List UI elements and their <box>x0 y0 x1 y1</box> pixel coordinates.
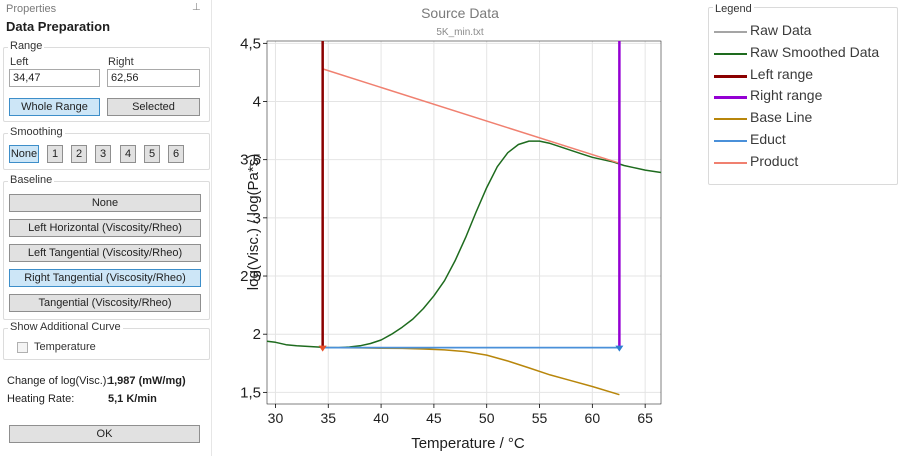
legend-swatch <box>714 96 747 100</box>
change-label: Change of log(Visc.): <box>7 375 110 387</box>
y-tick-label: 3,5 <box>240 152 261 169</box>
right-label: Right <box>108 56 134 68</box>
legend-label: Product <box>750 152 799 169</box>
x-tick-label: 65 <box>637 410 653 426</box>
legend-label: Raw Data <box>750 22 812 38</box>
x-tick-label: 40 <box>373 410 389 426</box>
legend-item-raw-data[interactable]: Raw Data <box>709 22 897 42</box>
smoothing-option-5[interactable]: 5 <box>144 145 160 163</box>
source-data-chart[interactable]: Source Data 5K_min.txt log(Visc.) / log(… <box>212 0 702 456</box>
legend-item-raw-smoothed-data[interactable]: Raw Smoothed Data <box>709 44 897 64</box>
legend-item-product[interactable]: Product <box>709 153 897 173</box>
legend-swatch <box>714 31 747 33</box>
plot-area[interactable] <box>266 40 662 405</box>
legend-label: Educt <box>750 131 786 147</box>
temperature-checkbox[interactable] <box>17 342 28 353</box>
pin-icon[interactable]: ⊥ <box>192 2 201 13</box>
smoothing-group: Smoothing None 1 2 3 4 5 6 <box>3 126 210 170</box>
smoothing-option-3[interactable]: 3 <box>95 145 111 163</box>
x-tick-label: 50 <box>479 410 495 426</box>
x-tick-label: 55 <box>532 410 548 426</box>
legend-label: Right range <box>750 87 823 104</box>
y-axis-label: log(Visc.) / log(Pa*s) <box>245 154 262 290</box>
chart-subtitle: 5K_min.txt <box>436 27 483 38</box>
smoothing-option-1[interactable]: 1 <box>47 145 63 163</box>
ticks: 30 35 40 45 50 55 60 65 1,5 2 2,5 3 3,5 4 4,5 <box>240 35 653 426</box>
legend-swatch <box>714 52 747 55</box>
heating-rate-value: 5,1 K/min <box>108 393 157 405</box>
baseline-group: Baseline None Left Horizontal (Viscosity… <box>3 174 210 320</box>
chart-title: Source Data <box>421 5 499 21</box>
range-group-label: Range <box>8 40 45 52</box>
legend-swatch <box>714 140 747 142</box>
legend-label: Left range <box>750 65 814 82</box>
heating-rate-label: Heating Rate: <box>7 393 75 405</box>
baseline-group-label: Baseline <box>8 174 55 186</box>
baseline-option-left-tangential[interactable]: Left Tangential (Viscosity/Rheo) <box>9 244 201 262</box>
change-value: 1,987 (mW/mg) <box>108 375 186 387</box>
x-tick-label: 35 <box>320 410 336 426</box>
properties-panel: Properties ⊥ Data Preparation Range Left… <box>0 0 212 456</box>
legend-item-left-range[interactable]: Left range <box>709 66 897 86</box>
legend-item-educt[interactable]: Educt <box>709 131 897 151</box>
x-tick-label: 60 <box>585 410 601 426</box>
y-tick-label: 4,5 <box>240 35 261 52</box>
baseline-option-none[interactable]: None <box>9 194 201 212</box>
panel-caption: Properties <box>6 3 57 15</box>
legend-caption: Legend <box>713 3 754 15</box>
smoothing-option-4[interactable]: 4 <box>120 145 136 163</box>
x-axis-label: Temperature / °C <box>411 435 525 452</box>
legend-item-right-range[interactable]: Right range <box>709 87 897 107</box>
x-tick-label: 45 <box>426 410 442 426</box>
series-base-line <box>322 346 620 396</box>
panel-title: Data Preparation <box>6 19 111 34</box>
series <box>266 41 662 396</box>
left-label: Left <box>10 56 29 68</box>
legend-swatch <box>714 161 747 164</box>
baseline-option-left-horizontal[interactable]: Left Horizontal (Viscosity/Rheo) <box>9 219 201 237</box>
right-range-input[interactable] <box>107 69 200 87</box>
temperature-label: Temperature <box>34 341 96 353</box>
series-raw-smoothed-data <box>266 140 662 349</box>
additional-curve-group: Show Additional Curve Temperature <box>3 321 210 360</box>
series-product <box>322 68 620 164</box>
whole-range-button[interactable]: Whole Range <box>9 98 100 116</box>
legend-swatch <box>714 74 747 78</box>
range-marker <box>615 345 624 352</box>
smoothing-group-label: Smoothing <box>8 126 65 138</box>
legend-label: Raw Smoothed Data <box>750 43 880 60</box>
x-tick-label: 30 <box>268 410 284 426</box>
baseline-option-tangential[interactable]: Tangential (Viscosity/Rheo) <box>9 294 201 312</box>
smoothing-option-2[interactable]: 2 <box>71 145 87 163</box>
y-tick-label: 2 <box>253 326 261 343</box>
grid <box>267 41 661 404</box>
left-range-input[interactable] <box>9 69 100 87</box>
legend-swatch <box>714 118 747 121</box>
ok-button[interactable]: OK <box>9 425 200 443</box>
legend-label: Base Line <box>750 109 813 126</box>
selected-button[interactable]: Selected <box>107 98 200 116</box>
legend: Legend Raw Data Raw Smoothed Data Left ran… <box>708 3 898 185</box>
smoothing-option-none[interactable]: None <box>9 145 39 163</box>
y-tick-label: 4 <box>253 94 261 111</box>
y-tick-label: 3 <box>253 210 261 227</box>
range-group: Range Left Right Whole Range Selected <box>3 40 210 122</box>
smoothing-option-6[interactable]: 6 <box>168 145 184 163</box>
additional-curve-group-label: Show Additional Curve <box>8 321 123 333</box>
range-marker <box>318 345 327 352</box>
y-tick-label: 2,5 <box>240 268 261 285</box>
y-tick-label: 1,5 <box>240 384 261 401</box>
baseline-option-right-tangential[interactable]: Right Tangential (Viscosity/Rheo) <box>9 269 201 287</box>
legend-item-base-line[interactable]: Base Line <box>709 109 897 129</box>
